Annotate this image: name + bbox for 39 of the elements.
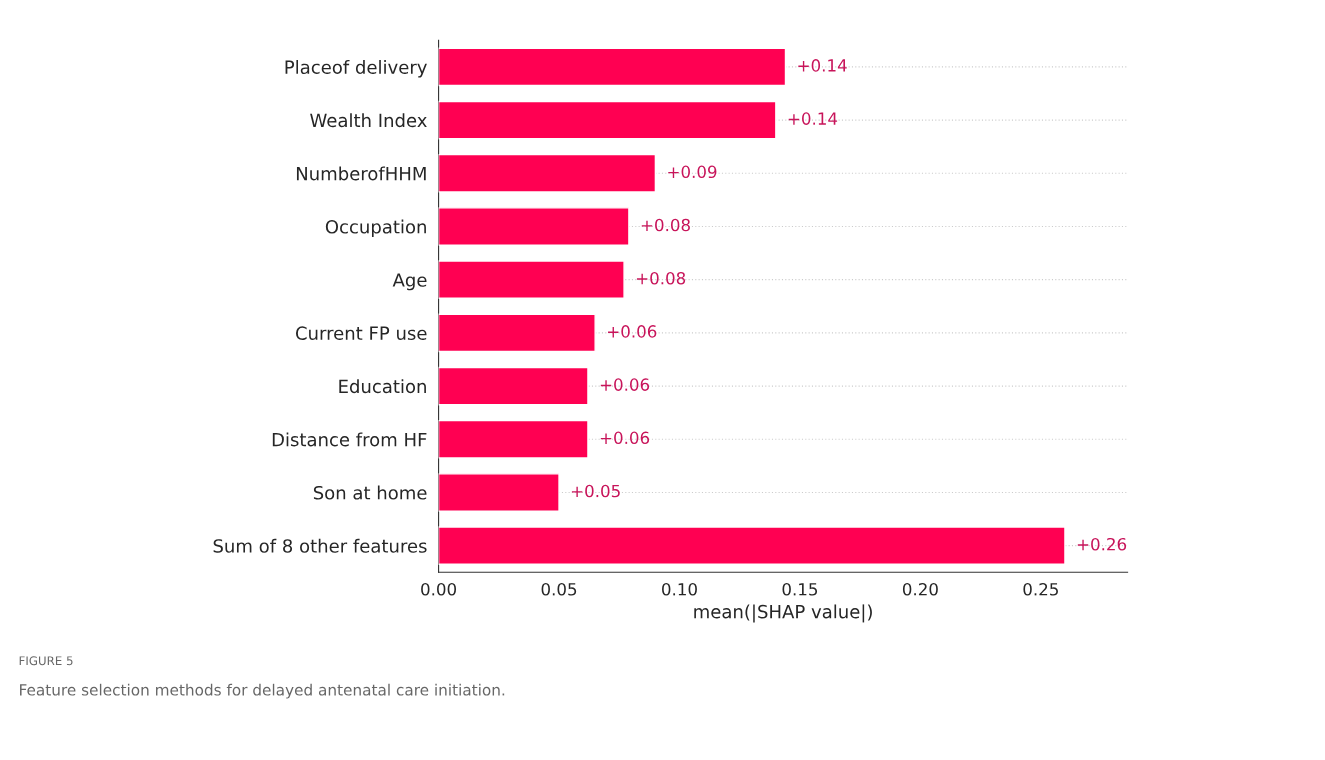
bar	[438, 47, 787, 87]
y-tick-label: Wealth Index	[310, 113, 427, 128]
bar	[438, 153, 657, 193]
bar	[438, 366, 589, 406]
bar	[438, 313, 596, 353]
x-tick-label: 0.15	[782, 582, 818, 596]
text: Feature selection methods for delayed antenatal care initiation.	[20, 683, 505, 699]
data-label: +0.26	[1077, 537, 1127, 551]
y-tick-label: Education	[339, 379, 426, 394]
bar	[438, 260, 625, 299]
data-label: +0.09	[668, 165, 717, 179]
y-tick-label: Placeof delivery	[285, 60, 427, 78]
bar	[438, 419, 589, 459]
bar	[438, 473, 560, 512]
data-label: +0.08	[636, 271, 686, 285]
data-label: +0.08	[641, 218, 690, 232]
bar	[438, 526, 1066, 565]
bar	[438, 100, 777, 140]
caption: FIGURE 5	[19, 656, 73, 666]
y-tick-label: Age	[392, 273, 427, 291]
data-label: +0.06	[600, 378, 650, 391]
bar	[438, 207, 630, 246]
data-label: +0.05	[571, 484, 620, 498]
x-tick-label: 0.00	[421, 582, 457, 596]
y-tick-label: NumberofHHM	[296, 166, 426, 181]
x-tick-label: 0.10	[662, 582, 697, 596]
y-tick-label: Distance from HF	[272, 432, 427, 447]
data-label: +0.14	[798, 59, 847, 72]
y-tick-label: Current FP use	[295, 326, 427, 340]
data-label: +0.06	[608, 325, 657, 338]
x-tick-label: 0.20	[902, 582, 938, 596]
data-label: +0.06	[600, 431, 650, 445]
data-label: +0.14	[788, 112, 838, 125]
y-tick-label: Son at home	[313, 485, 427, 500]
y-tick-label: Sum of 8 other features	[213, 538, 427, 553]
x-tick-label: 0.05	[541, 582, 577, 596]
x-axis-title: mean(|SHAP value|)	[694, 604, 872, 623]
x-tick-label: 0.25	[1023, 582, 1058, 596]
y-tick-label: Occupation	[325, 219, 426, 238]
